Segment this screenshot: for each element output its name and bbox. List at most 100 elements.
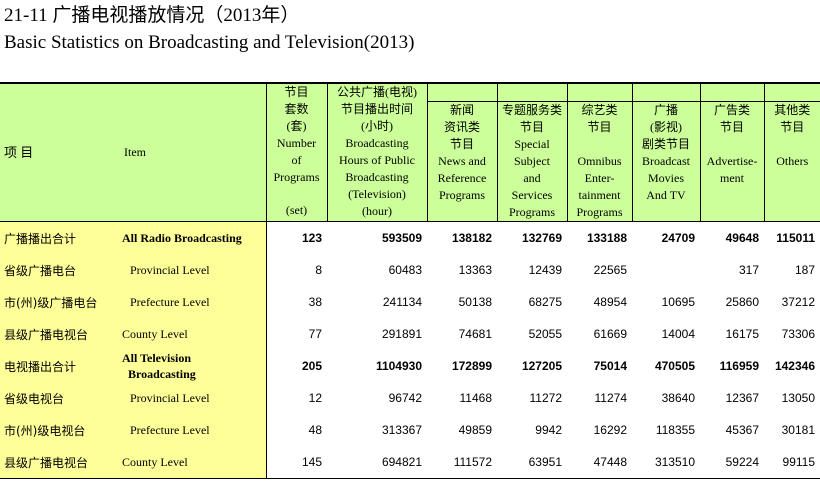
header-broadcast-hours-label: 公共广播(电视) 节目播出时间 (小时) Broadcasting Hours … bbox=[337, 85, 417, 218]
cell-hours: 1104930 bbox=[375, 359, 422, 373]
cell-ad: 49648 bbox=[725, 231, 759, 245]
header-others-label: 其他类 节目 Others bbox=[764, 101, 820, 170]
table-body: 广播播出合计 All Radio Broadcasting 123 593509 138… bbox=[0, 221, 820, 479]
cell-others: 187 bbox=[794, 263, 815, 277]
cell-news: 11468 bbox=[459, 391, 492, 405]
cell-omnibus: 11274 bbox=[594, 391, 627, 405]
cell-programs: 205 bbox=[301, 359, 322, 373]
cell-programs: 77 bbox=[308, 327, 322, 341]
cell-special: 132769 bbox=[521, 231, 562, 245]
header-news: 新闻 资讯类 节目 News and Reference Programs bbox=[426, 82, 497, 222]
cell-others: 13050 bbox=[781, 391, 815, 405]
header-omnibus: 综艺类 节目 Omnibus Enter- tainment Programs bbox=[566, 82, 632, 222]
row-label-zh: 市(州)级广播电台 bbox=[0, 286, 120, 318]
row-label-en: Provincial Level bbox=[120, 382, 267, 414]
table-row: 电视播出合计 All Television Broadcasting 205 1104… bbox=[0, 350, 820, 382]
row-label-zh: 省级广播电台 bbox=[0, 254, 120, 286]
cell-drama: 10695 bbox=[661, 295, 695, 309]
cell-hours: 96742 bbox=[388, 391, 422, 405]
row-label-en: County Level bbox=[120, 446, 267, 479]
table-row: 县级广播电视台 County Level 77 291891 74681 52055 616… bbox=[0, 318, 820, 350]
table-row: 市(州)级广播电台 Prefecture Level 38 241134 50138 68… bbox=[0, 286, 820, 318]
row-label-en: Provincial Level bbox=[120, 254, 267, 286]
cell-others: 99115 bbox=[764, 446, 820, 479]
cell-news: 74681 bbox=[458, 327, 492, 341]
header-broadcast-hours: 公共广播(电视) 节目播出时间 (小时) Broadcasting Hours … bbox=[326, 82, 427, 222]
cell-omnibus: 75014 bbox=[593, 359, 627, 373]
header-special-label: 专题服务类 节目 Special Subject and Services Pr… bbox=[497, 101, 567, 221]
cell-special: 12439 bbox=[528, 263, 562, 277]
cell-ad: 12367 bbox=[725, 391, 759, 405]
table-row: 省级广播电台 Provincial Level 8 60483 13363 12439 22… bbox=[0, 254, 820, 286]
cell-others: 30181 bbox=[781, 423, 815, 437]
cell-hours: 241134 bbox=[382, 295, 422, 309]
row-label-en: County Level bbox=[120, 318, 267, 350]
cell-special: 127205 bbox=[521, 359, 562, 373]
header-drama-label: 广播 (影视) 剧类节目 Broadcast Movies And TV bbox=[632, 101, 700, 204]
row-label-en: Prefecture Level bbox=[120, 414, 267, 446]
cell-news: 49859 bbox=[458, 423, 492, 437]
table-row: 市(州)级电视台 Prefecture Level 48 313367 49859 994… bbox=[0, 414, 820, 446]
cell-news: 50138 bbox=[458, 295, 492, 309]
cell-omnibus: 133188 bbox=[586, 231, 627, 245]
table-row: 县级广播电视台 County Level 145 694821 111572 63951 4… bbox=[0, 446, 820, 479]
cell-others: 37212 bbox=[781, 295, 815, 309]
cell-drama bbox=[632, 254, 700, 286]
cell-special: 52055 bbox=[528, 327, 562, 341]
cell-hours: 60483 bbox=[388, 263, 422, 277]
cell-drama: 118355 bbox=[655, 423, 695, 437]
cell-ad: 59224 bbox=[700, 446, 764, 479]
cell-omnibus: 48954 bbox=[593, 295, 627, 309]
cell-ad: 25860 bbox=[725, 295, 759, 309]
cell-ad: 45367 bbox=[725, 423, 759, 437]
header-item-en: Item bbox=[120, 82, 267, 222]
row-label-en: All Radio Broadcasting bbox=[120, 221, 267, 254]
row-label-zh: 电视播出合计 bbox=[0, 350, 120, 382]
cell-hours: 694821 bbox=[327, 446, 427, 479]
cell-news: 13363 bbox=[458, 263, 492, 277]
cell-programs: 123 bbox=[301, 231, 322, 245]
header-advertisement: 广告类 节目 Advertise- ment bbox=[699, 82, 764, 222]
row-label-zh: 广播播出合计 bbox=[0, 221, 120, 254]
cell-drama: 38640 bbox=[661, 391, 695, 405]
cell-special: 63951 bbox=[497, 446, 567, 479]
row-label-zh: 县级广播电视台 bbox=[0, 446, 120, 479]
header-news-label: 新闻 资讯类 节目 News and Reference Programs bbox=[427, 101, 497, 204]
cell-programs: 38 bbox=[308, 295, 322, 309]
row-label-zh: 市(州)级电视台 bbox=[0, 414, 120, 446]
cell-drama: 313510 bbox=[632, 446, 700, 479]
header-special: 专题服务类 节目 Special Subject and Services Pr… bbox=[496, 82, 567, 222]
header-item-zh: 项 目 bbox=[0, 82, 120, 222]
cell-special: 9942 bbox=[535, 423, 562, 437]
header-others: 其他类 节目 Others bbox=[763, 82, 820, 222]
cell-others: 142346 bbox=[774, 359, 815, 373]
cell-hours: 291891 bbox=[381, 327, 422, 341]
cell-special: 11272 bbox=[529, 391, 562, 405]
statistics-table: 项 目 Item 节目 套数 (套) Number of Programs (s… bbox=[0, 82, 820, 479]
cell-ad: 317 bbox=[738, 263, 759, 277]
row-label-zh: 省级电视台 bbox=[0, 382, 120, 414]
header-drama: 广播 (影视) 剧类节目 Broadcast Movies And TV bbox=[631, 82, 700, 222]
table-row: 省级电视台 Provincial Level 12 96742 11468 11272 11… bbox=[0, 382, 820, 414]
header-advertisement-label: 广告类 节目 Advertise- ment bbox=[700, 101, 764, 187]
cell-drama: 24709 bbox=[661, 231, 695, 245]
cell-ad: 116959 bbox=[719, 359, 759, 373]
cell-others: 73306 bbox=[781, 327, 815, 341]
cell-programs: 8 bbox=[315, 263, 322, 277]
table-title-zh: 21-11 广播电视播放情况（2013年） bbox=[4, 5, 300, 26]
header-number-of-programs-label: 节目 套数 (套) Number of Programs bbox=[273, 85, 320, 184]
cell-programs: 145 bbox=[266, 446, 327, 479]
cell-news: 111572 bbox=[427, 446, 497, 479]
cell-news: 172899 bbox=[451, 359, 492, 373]
cell-hours: 313367 bbox=[381, 423, 422, 437]
header-number-of-programs: 节目 套数 (套) Number of Programs (set) bbox=[265, 82, 327, 222]
cell-hours: 593509 bbox=[381, 231, 422, 245]
cell-others: 115011 bbox=[776, 231, 815, 245]
row-label-en: All Television Broadcasting bbox=[120, 350, 267, 382]
cell-special: 68275 bbox=[528, 295, 562, 309]
cell-omnibus: 22565 bbox=[593, 263, 627, 277]
header-omnibus-label: 综艺类 节目 Omnibus Enter- tainment Programs bbox=[567, 101, 632, 221]
cell-programs: 12 bbox=[308, 391, 322, 405]
row-label-en: Prefecture Level bbox=[120, 286, 267, 318]
cell-omnibus: 61669 bbox=[593, 327, 627, 341]
